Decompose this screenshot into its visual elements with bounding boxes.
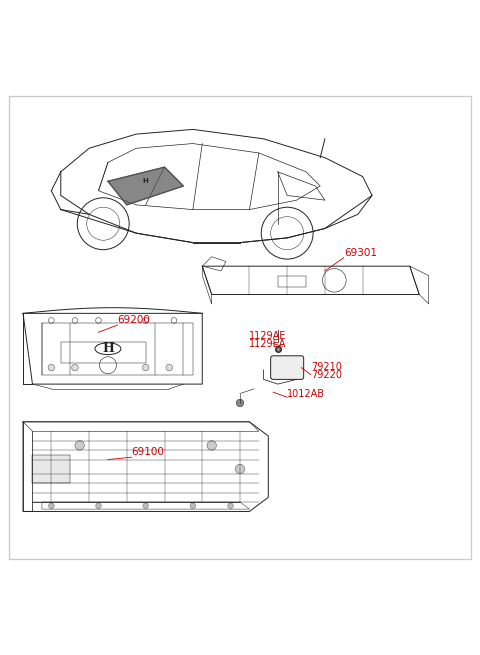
Bar: [33, 455, 70, 483]
Circle shape: [235, 464, 245, 474]
Text: 79220: 79220: [311, 370, 342, 381]
Circle shape: [207, 441, 216, 450]
Circle shape: [48, 364, 55, 371]
Circle shape: [228, 503, 233, 509]
Text: 69200: 69200: [118, 315, 150, 325]
Circle shape: [236, 399, 244, 407]
Circle shape: [72, 364, 78, 371]
Circle shape: [75, 441, 84, 450]
Circle shape: [143, 503, 148, 509]
FancyBboxPatch shape: [271, 356, 304, 379]
Text: 69100: 69100: [132, 447, 164, 457]
Text: 1129AE: 1129AE: [250, 331, 287, 341]
Circle shape: [166, 364, 172, 371]
Bar: [278, 276, 306, 288]
Circle shape: [96, 503, 101, 509]
Text: 69301: 69301: [344, 248, 377, 257]
Circle shape: [37, 464, 47, 474]
Text: H: H: [143, 178, 148, 184]
Circle shape: [143, 364, 149, 371]
Text: 79210: 79210: [311, 362, 342, 372]
Text: H: H: [102, 342, 114, 355]
Polygon shape: [108, 167, 183, 205]
Bar: [61, 342, 145, 363]
Text: 1012AB: 1012AB: [287, 389, 325, 399]
Circle shape: [190, 503, 196, 509]
Circle shape: [48, 503, 54, 509]
Text: 1129EA: 1129EA: [250, 339, 287, 349]
